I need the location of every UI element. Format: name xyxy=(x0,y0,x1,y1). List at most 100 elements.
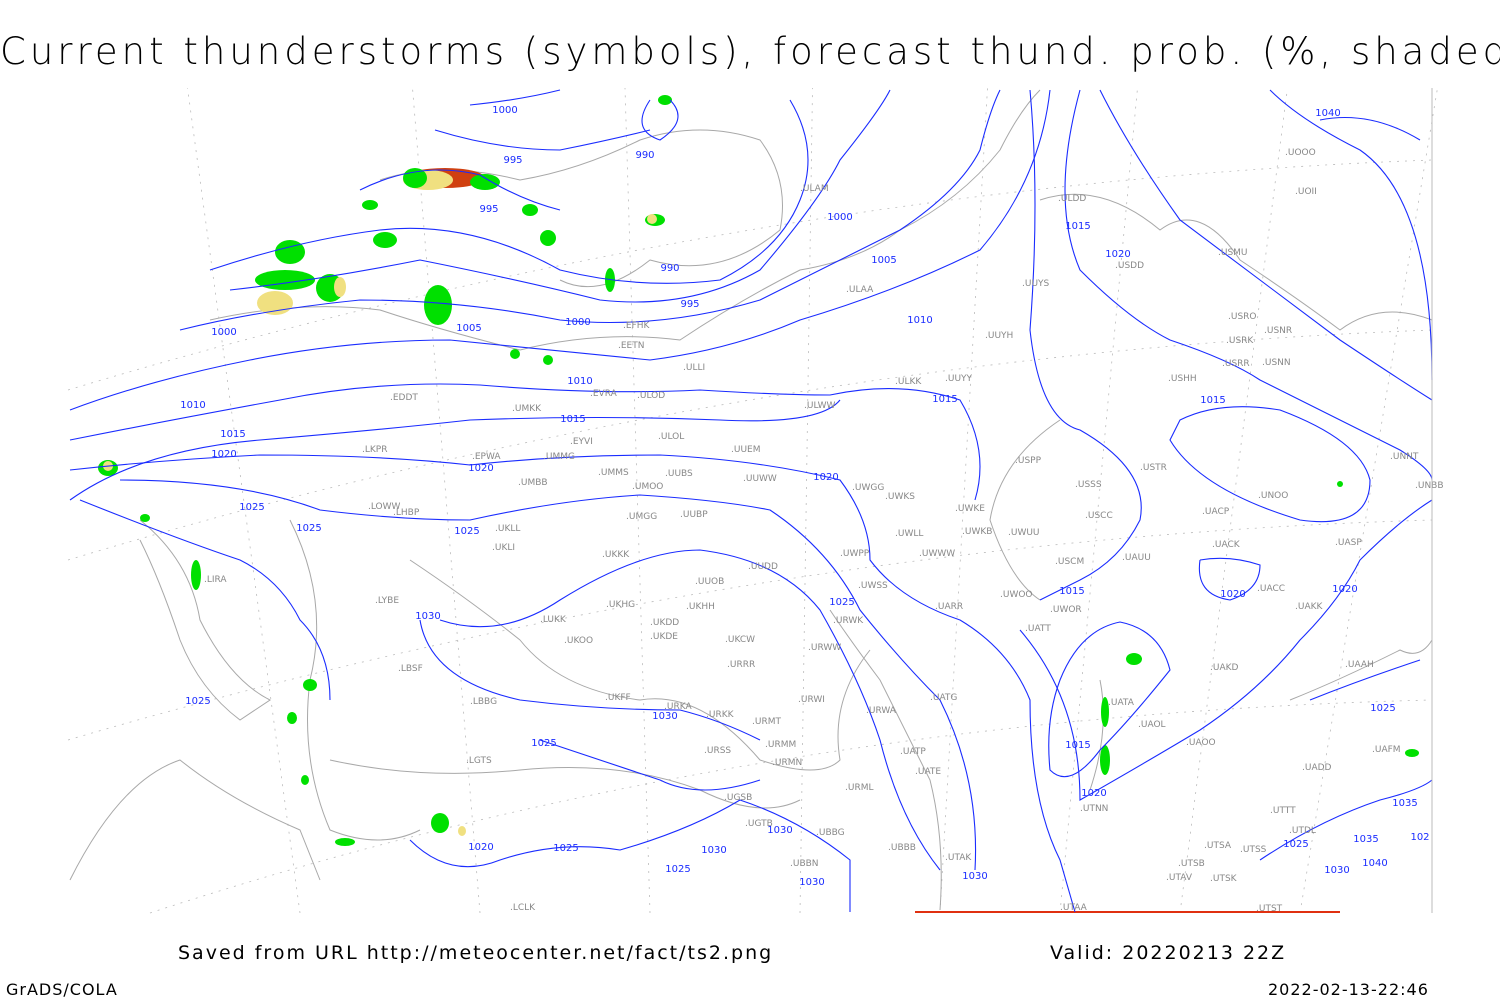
isobar-line xyxy=(1319,116,1421,141)
station-label: .UACK xyxy=(1212,540,1241,550)
isobar-label: 1020 xyxy=(468,463,493,474)
isobar-line xyxy=(1309,659,1421,701)
isobar-label: 1025 xyxy=(1283,839,1308,850)
isobar-line xyxy=(69,399,841,501)
isobar-line xyxy=(419,619,761,741)
isobar-label: 1015 xyxy=(1065,740,1090,751)
station-label: .UGSB xyxy=(724,793,752,803)
isobar-label: 1030 xyxy=(652,711,677,722)
isobar-label: 1025 xyxy=(829,597,854,608)
station-label: .USCC xyxy=(1085,511,1113,521)
station-label: .UUBP xyxy=(680,510,708,520)
station-label: .UTNN xyxy=(1080,804,1108,814)
station-labels: .ULAM .ULDD .USDD .USMU .UUYS .ULAA .USRO .USRK… xyxy=(204,148,1444,914)
station-label: .UATG xyxy=(930,693,957,703)
isobar-line xyxy=(359,169,561,211)
isobars xyxy=(69,89,1433,913)
thunderstorm-probability-area xyxy=(287,712,297,724)
station-label: .URKA xyxy=(664,702,692,712)
isobar-label: 1000 xyxy=(492,105,517,116)
station-label: .UKDE xyxy=(650,632,678,642)
thunderstorm-probability-area xyxy=(301,775,309,785)
station-label: .UNOO xyxy=(1258,491,1288,501)
station-label: .UBBG xyxy=(816,828,845,838)
source-url: Saved from URL http://meteocenter.net/fa… xyxy=(178,942,774,964)
isobar-label: 1015 xyxy=(1200,395,1225,406)
coastline xyxy=(409,559,871,771)
coastline xyxy=(1289,639,1433,701)
coastline xyxy=(289,519,421,841)
station-label: .UTAA xyxy=(1060,903,1088,913)
isobar-line xyxy=(69,454,1076,913)
station-label: .UWUU xyxy=(1008,528,1040,538)
station-label: .UUBS xyxy=(665,469,693,479)
station-label: .UTSK xyxy=(1210,874,1238,884)
thunderstorm-probability-area xyxy=(373,232,397,248)
station-label: .LKPR xyxy=(362,445,387,455)
station-label: .URWA xyxy=(866,706,897,716)
isobar-label: 1020 xyxy=(1105,249,1130,260)
station-label: .UTST xyxy=(1256,904,1283,914)
station-label: .UUYS xyxy=(1022,279,1050,289)
station-label: .UUYH xyxy=(985,331,1013,341)
station-label: .LOWW xyxy=(368,502,401,512)
thunderstorm-probability-area xyxy=(658,95,672,105)
station-label: .LYBE xyxy=(375,596,399,606)
station-label: .LCLK xyxy=(510,903,536,913)
station-label: .URMN xyxy=(772,758,802,768)
thunderstorm-probability-area xyxy=(1337,481,1343,487)
station-label: .UWPP xyxy=(840,549,870,559)
station-label: .UAKK xyxy=(1295,602,1324,612)
station-label: .UKFF xyxy=(605,693,631,703)
station-label: .UKLL xyxy=(495,524,520,534)
isobar-label: 1010 xyxy=(567,376,592,387)
station-label: .USRK xyxy=(1226,336,1254,346)
station-label: .USCM xyxy=(1055,557,1084,567)
isobar-label: 1000 xyxy=(565,317,590,328)
isobar-label: 1015 xyxy=(220,429,245,440)
isobar-label: 1010 xyxy=(907,315,932,326)
map-title: Current thunderstorms (symbols), forecas… xyxy=(0,30,1500,73)
isobar-line xyxy=(409,799,851,912)
station-label: .EPWA xyxy=(472,452,501,462)
isobar-label: 1030 xyxy=(701,845,726,856)
station-label: .UTAK xyxy=(945,853,972,863)
station-label: .UTSS xyxy=(1240,845,1267,855)
station-label: .EVRA xyxy=(590,389,618,399)
station-label: .URMT xyxy=(752,717,781,727)
isobar-label: 1020 xyxy=(468,842,493,853)
isobar-label: 1035 xyxy=(1392,798,1417,809)
isobar-line xyxy=(1019,499,1433,801)
isobar-label: 1035 xyxy=(1353,834,1378,845)
isobar-label: 1020 xyxy=(1220,589,1245,600)
station-label: .ULWW xyxy=(804,401,836,411)
station-label: .USTR xyxy=(1140,463,1167,473)
isobar-label: 1025 xyxy=(454,526,479,537)
station-label: .EETN xyxy=(618,341,644,351)
station-label: .LBBG xyxy=(470,697,497,707)
station-label: .LBSF xyxy=(398,664,423,674)
coastline xyxy=(209,89,1041,351)
station-label: .UOII xyxy=(1295,187,1317,197)
station-label: .UWGG xyxy=(852,483,884,493)
station-label: .EYVI xyxy=(570,437,593,447)
station-label: .UMKK xyxy=(512,404,542,414)
isobar-label: 990 xyxy=(635,150,654,161)
station-label: .UWKS xyxy=(885,492,915,502)
station-label: .UTTT xyxy=(1270,806,1296,816)
station-label: .EFHK xyxy=(623,321,650,331)
station-label: .UATA xyxy=(1108,698,1135,708)
station-label: .USDD xyxy=(1115,261,1144,271)
thunderstorm-probability-area xyxy=(647,214,657,224)
station-label: .UMMS xyxy=(598,468,629,478)
isobar-line xyxy=(1048,621,1171,778)
thunderstorm-probability-area xyxy=(510,349,520,359)
station-label: .UUOB xyxy=(695,577,724,587)
station-label: .UACC xyxy=(1257,584,1285,594)
coastline xyxy=(69,759,321,881)
thunderstorm-probability-area xyxy=(1101,697,1109,727)
isobar-label: 1020 xyxy=(211,449,236,460)
coastline xyxy=(379,129,783,288)
station-label: .UKOO xyxy=(564,636,593,646)
station-label: .URMM xyxy=(765,740,796,750)
